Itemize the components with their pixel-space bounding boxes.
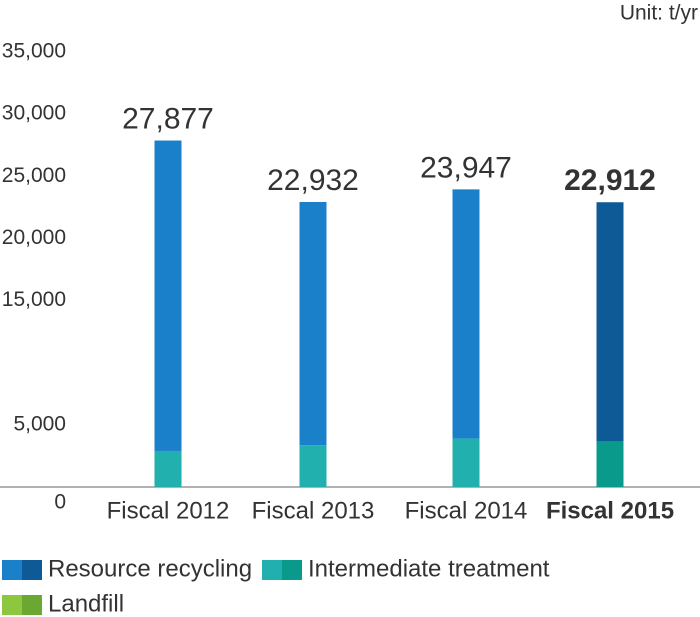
y-tick-label: 0 (54, 491, 66, 514)
total-label: 27,877 (122, 102, 214, 135)
x-tick-label: Fiscal 2015 (546, 497, 674, 524)
legend-swatch (22, 560, 42, 580)
bar-segment (299, 445, 327, 487)
total-label: 22,932 (267, 164, 359, 197)
x-tick-label: Fiscal 2013 (252, 497, 375, 524)
legend-swatch (2, 560, 22, 580)
bar-segment (452, 438, 480, 487)
y-tick-label: 30,000 (2, 102, 66, 125)
unit-label: Unit: t/yr (620, 2, 698, 25)
bar-segment (452, 189, 480, 439)
legend-swatch (262, 560, 282, 580)
legend-label: Intermediate treatment (308, 555, 550, 582)
total-label: 23,947 (420, 151, 512, 184)
total-label: 22,912 (564, 164, 656, 197)
legend-swatch (22, 595, 42, 615)
y-tick-label: 15,000 (2, 288, 66, 311)
legend-label: Landfill (48, 590, 124, 617)
x-tick-label: Fiscal 2012 (107, 497, 230, 524)
y-tick-label: 35,000 (2, 40, 66, 63)
bar-segment (299, 201, 327, 446)
legend-swatch (282, 560, 302, 580)
bar-segment (596, 441, 624, 487)
y-tick-label: 20,000 (2, 226, 66, 249)
bar-segment (154, 450, 182, 487)
bar-segment (596, 202, 624, 442)
legend-label: Resource recycling (48, 555, 252, 582)
legend-swatch (2, 595, 22, 615)
y-tick-label: 5,000 (13, 412, 66, 435)
x-tick-label: Fiscal 2014 (405, 497, 528, 524)
y-tick-label: 25,000 (2, 164, 66, 187)
bar-segment (154, 140, 182, 451)
